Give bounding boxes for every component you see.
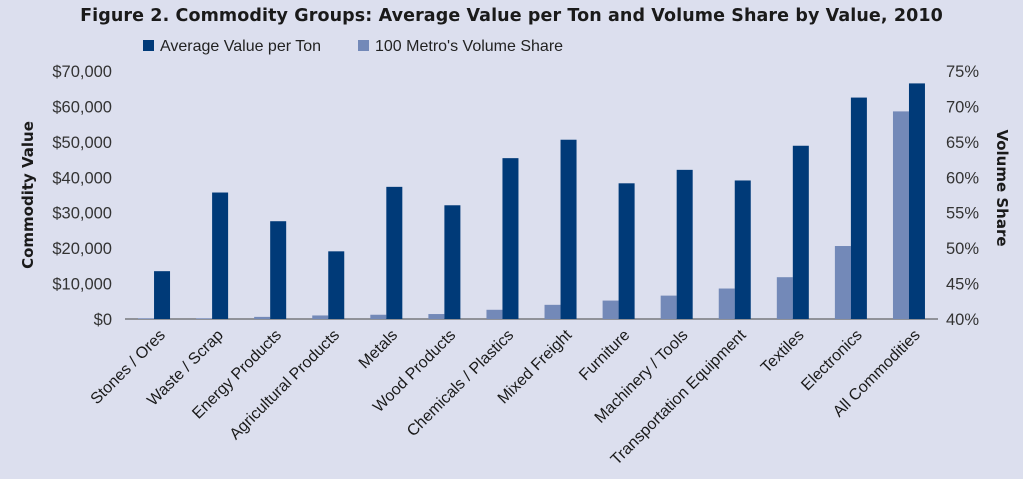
- bar-value-per-ton: [444, 205, 461, 319]
- y-tick-label: $30,000: [52, 205, 112, 223]
- y2-tick-label: 75%: [946, 63, 979, 81]
- bar-value-per-ton: [270, 221, 287, 319]
- bar-value-per-ton: [212, 192, 229, 319]
- x-tick-label: Agricultural Products: [227, 327, 343, 443]
- bar-volume-share: [718, 288, 735, 319]
- bar-value-per-ton: [676, 169, 693, 319]
- bar-volume-share: [602, 300, 619, 319]
- y-tick-label: $60,000: [52, 98, 112, 116]
- legend-swatch-volume-share: [358, 40, 369, 51]
- x-tick-label: Metals: [356, 327, 401, 372]
- x-tick-label: Chemicals / Plastics: [404, 327, 517, 440]
- y-tick-label: $0: [94, 311, 112, 329]
- x-tick-label: Furniture: [576, 327, 633, 384]
- chart-title: Figure 2. Commodity Groups: Average Valu…: [80, 6, 943, 26]
- x-tick-label: Textiles: [758, 327, 808, 377]
- legend-swatch-value-per-ton: [143, 40, 154, 51]
- y-axis-ticks: $0 $10,000 $20,000 $30,000 $40,000 $50,000 $60…: [52, 63, 112, 329]
- bar-value-per-ton: [560, 139, 577, 319]
- legend-label-volume-share: 100 Metro's Volume Share: [375, 38, 563, 55]
- y2-tick-label: 55%: [946, 205, 979, 223]
- bar-volume-share: [776, 277, 793, 319]
- legend: Average Value per Ton 100 Metro's Volume…: [143, 38, 563, 55]
- y-axis-title: Commodity Value: [19, 121, 37, 269]
- bars: [138, 83, 925, 320]
- bar-volume-share: [138, 318, 155, 319]
- y-tick-label: $50,000: [52, 134, 112, 152]
- y-tick-label: $20,000: [52, 240, 112, 258]
- bar-volume-share: [370, 314, 387, 319]
- bar-value-per-ton: [328, 251, 345, 319]
- y2-tick-label: 50%: [946, 240, 979, 258]
- bar-value-per-ton: [154, 271, 171, 319]
- bar-volume-share: [196, 318, 213, 319]
- y2-tick-label: 45%: [946, 276, 979, 294]
- y-tick-label: $40,000: [52, 169, 112, 187]
- bar-value-per-ton: [386, 186, 403, 319]
- bar-volume-share: [312, 315, 329, 319]
- y2-tick-label: 60%: [946, 169, 979, 187]
- bar-volume-share: [254, 316, 271, 319]
- bar-value-per-ton: [792, 145, 809, 319]
- bar-volume-share: [544, 304, 561, 319]
- bar-value-per-ton: [502, 158, 519, 319]
- y-tick-label: $70,000: [52, 63, 112, 81]
- bar-volume-share: [892, 111, 909, 319]
- bar-volume-share: [486, 309, 503, 319]
- y2-tick-label: 40%: [946, 311, 979, 329]
- y2-tick-label: 70%: [946, 98, 979, 116]
- bar-volume-share: [834, 246, 851, 319]
- y2-axis-title: Volume Share: [993, 129, 1011, 246]
- bar-value-per-ton: [618, 183, 635, 319]
- bar-value-per-ton: [850, 97, 867, 319]
- bar-value-per-ton: [908, 83, 925, 320]
- y2-axis-ticks: 40% 45% 50% 55% 60% 65% 70% 75%: [946, 63, 979, 329]
- y2-tick-label: 65%: [946, 134, 979, 152]
- legend-label-value-per-ton: Average Value per Ton: [160, 38, 321, 55]
- bar-value-per-ton: [734, 180, 751, 319]
- bar-volume-share: [660, 295, 677, 319]
- bar-volume-share: [428, 314, 445, 319]
- y-tick-label: $10,000: [52, 276, 112, 294]
